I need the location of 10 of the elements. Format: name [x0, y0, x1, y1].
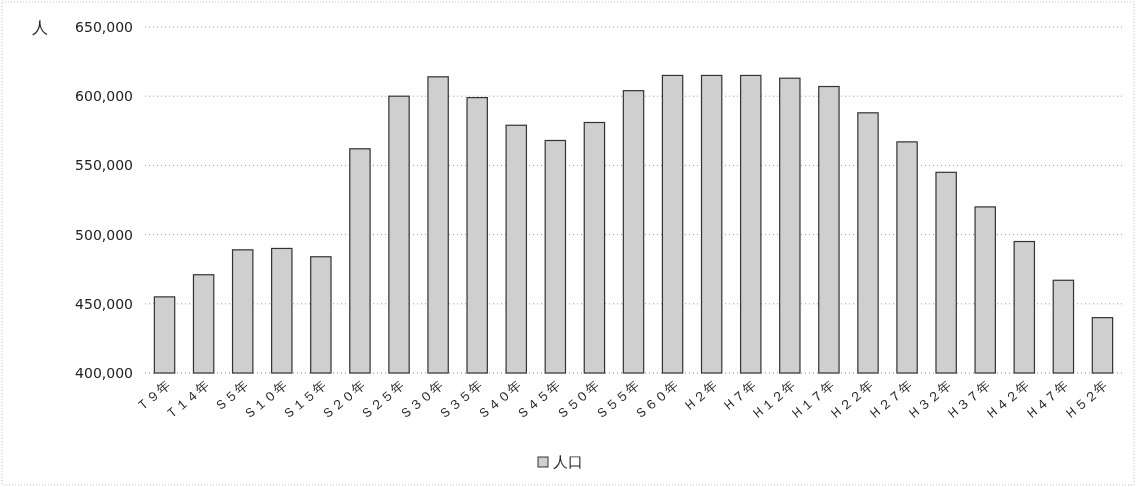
legend-label: 人口 [553, 453, 583, 471]
y-tick-label: 650,000 [75, 19, 133, 35]
y-tick-label: 600,000 [75, 88, 133, 105]
y-tick-label: 550,000 [75, 157, 133, 174]
y-axis-title: 人 [32, 18, 48, 37]
legend: 人口 [537, 453, 583, 471]
y-tick-label: 400,000 [75, 365, 133, 381]
y-tick-label: 500,000 [75, 226, 133, 243]
x-tick-label: Ｈ２年 [680, 377, 720, 415]
y-tick-label: 450,000 [75, 295, 133, 312]
